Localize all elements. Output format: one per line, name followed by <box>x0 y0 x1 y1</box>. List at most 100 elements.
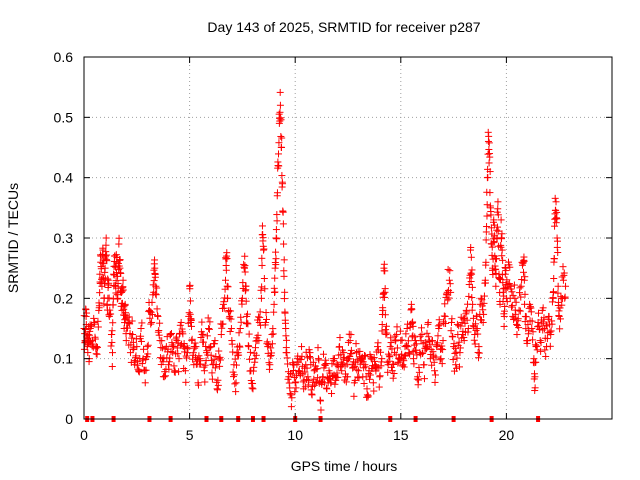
data-point <box>482 258 490 266</box>
data-point <box>84 331 92 339</box>
data-point <box>179 330 187 338</box>
data-point <box>403 342 411 350</box>
data-point <box>498 230 506 238</box>
data-point <box>94 323 102 331</box>
y-tick-label: 0.5 <box>54 109 74 125</box>
data-point <box>301 368 309 376</box>
data-point <box>208 369 216 377</box>
data-point <box>269 330 277 338</box>
data-point <box>243 319 251 327</box>
data-point <box>257 286 265 294</box>
data-point <box>401 352 409 360</box>
data-point <box>252 351 260 359</box>
data-point <box>487 211 495 219</box>
y-tick-label: 0 <box>65 411 73 427</box>
data-point <box>213 386 221 394</box>
data-point <box>276 117 284 125</box>
data-point <box>490 216 498 224</box>
y-tick-label: 0.1 <box>54 351 74 367</box>
data-point <box>458 318 466 326</box>
data-point <box>562 282 570 290</box>
data-point <box>170 362 178 370</box>
data-point <box>119 276 127 284</box>
data-point <box>485 132 493 140</box>
data-point <box>495 275 503 283</box>
y-tick-label: 0.3 <box>54 230 74 246</box>
data-point <box>388 345 396 353</box>
axis-ticks: 0 5 10 15 20 0 0.1 0.2 0.3 0.4 0.5 0.6 <box>54 49 612 443</box>
data-point <box>170 343 178 351</box>
data-point <box>359 358 367 366</box>
data-point <box>146 314 154 322</box>
data-point <box>531 373 539 381</box>
data-point <box>331 380 339 388</box>
data-point <box>435 325 443 332</box>
data-point <box>444 265 452 273</box>
data-point <box>267 344 275 352</box>
data-point <box>328 390 336 398</box>
data-point <box>492 255 500 263</box>
data-point <box>548 320 556 328</box>
data-point <box>501 302 509 310</box>
data-point <box>278 134 286 142</box>
data-point <box>535 309 543 317</box>
data-point <box>186 310 194 318</box>
data-point <box>152 291 160 299</box>
data-point <box>201 378 209 386</box>
data-point <box>327 379 335 387</box>
data-point <box>158 355 166 363</box>
data-point <box>232 388 240 396</box>
data-point <box>195 352 203 360</box>
data-point <box>84 349 92 357</box>
data-point <box>553 215 561 223</box>
data-point <box>517 293 525 301</box>
data-point <box>254 331 262 339</box>
data-point <box>205 325 213 332</box>
data-point <box>94 343 102 351</box>
data-point <box>393 331 401 339</box>
data-point <box>159 358 167 366</box>
data-point <box>384 368 392 376</box>
y-tick-label: 0.6 <box>54 49 74 65</box>
data-point <box>116 256 124 264</box>
data-point <box>431 378 439 386</box>
data-point <box>137 332 145 340</box>
data-point <box>273 217 281 225</box>
data-point <box>551 222 559 230</box>
data-point <box>129 345 137 353</box>
data-point <box>533 346 541 354</box>
data-point <box>381 285 389 293</box>
data-point <box>235 329 243 337</box>
data-point <box>336 334 344 342</box>
data-point <box>298 343 306 351</box>
data-point <box>277 116 285 124</box>
data-point <box>270 308 278 316</box>
data-point <box>363 385 371 393</box>
data-point <box>554 248 562 256</box>
data-point <box>542 352 550 360</box>
data-point <box>377 348 385 356</box>
x-tick-label: 10 <box>287 427 303 443</box>
data-point <box>475 343 483 351</box>
data-point <box>287 370 295 378</box>
data-point <box>510 314 518 322</box>
data-point <box>275 139 283 147</box>
data-point <box>166 354 174 362</box>
data-point <box>498 246 506 254</box>
data-point <box>224 294 232 302</box>
data-point <box>541 346 549 354</box>
data-point <box>512 310 520 318</box>
data-point <box>145 306 153 314</box>
data-point <box>244 320 252 328</box>
data-point <box>288 394 296 402</box>
data-point <box>215 355 223 363</box>
data-point <box>191 339 199 347</box>
data-point <box>183 354 191 362</box>
data-point <box>402 330 410 338</box>
data-point <box>561 293 569 301</box>
data-point <box>386 353 394 361</box>
data-point <box>277 132 285 140</box>
data-point <box>378 321 386 329</box>
data-point <box>494 227 502 235</box>
data-point <box>109 349 117 357</box>
